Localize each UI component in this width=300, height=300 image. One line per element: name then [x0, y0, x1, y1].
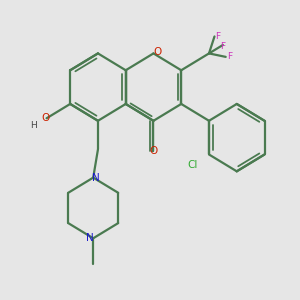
- Text: O: O: [153, 47, 161, 57]
- Text: F: F: [227, 52, 232, 62]
- Text: O: O: [149, 146, 158, 156]
- Text: F: F: [215, 32, 220, 41]
- Text: O: O: [41, 113, 49, 123]
- Text: H: H: [31, 121, 38, 130]
- Text: N: N: [92, 172, 100, 183]
- Text: F: F: [220, 42, 225, 51]
- Text: Cl: Cl: [187, 160, 197, 170]
- Text: N: N: [86, 233, 94, 243]
